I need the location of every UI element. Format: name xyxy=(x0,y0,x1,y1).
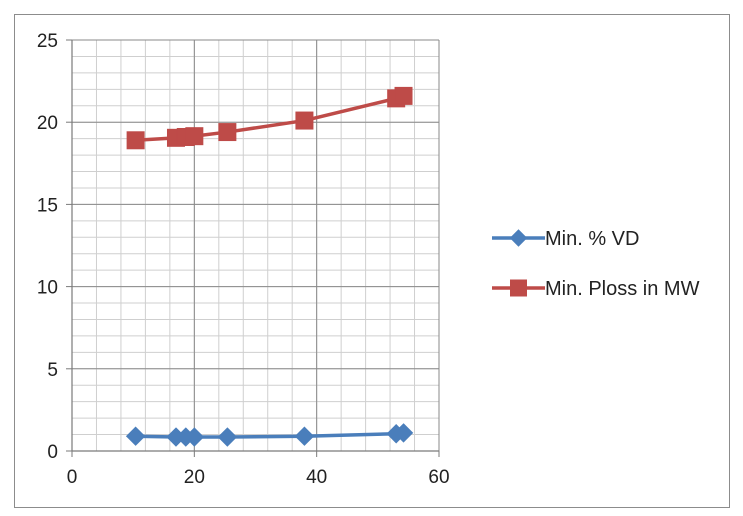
data-point-diamond xyxy=(184,427,205,447)
y-tick-label: 5 xyxy=(47,360,58,381)
chart-area: 0 5 10 15 20 25 0 20 40 60 Min. % VD Min. Ploss in… xyxy=(14,14,730,508)
series-min-ploss xyxy=(126,86,413,150)
legend-entry: Min. % VD xyxy=(492,228,639,250)
data-point-square xyxy=(126,131,145,150)
x-tick-label: 40 xyxy=(306,467,327,488)
legend-label: Min. % VD xyxy=(545,228,639,250)
data-point-square xyxy=(394,86,413,105)
data-point-square xyxy=(185,127,204,146)
x-tick-label: 60 xyxy=(428,467,449,488)
series-layer xyxy=(125,86,414,447)
y-tick-label: 25 xyxy=(37,31,58,52)
x-tick-label: 20 xyxy=(184,467,205,488)
data-point-diamond xyxy=(294,426,315,446)
data-point-diamond xyxy=(217,427,238,447)
data-point-square xyxy=(295,111,314,130)
legend-entry: Min. Ploss in MW xyxy=(492,278,700,300)
legend-label: Min. Ploss in MW xyxy=(545,278,700,300)
data-point-diamond xyxy=(393,423,414,443)
axes xyxy=(66,39,440,457)
series-min-vd xyxy=(125,423,414,447)
y-tick-label: 20 xyxy=(37,113,58,134)
y-tick-label: 15 xyxy=(37,195,58,216)
data-point-diamond xyxy=(509,229,528,247)
legend: Min. % VD Min. Ploss in MW xyxy=(492,228,700,300)
y-tick-label: 0 xyxy=(47,442,58,463)
data-point-square xyxy=(510,279,527,297)
chart-svg: 0 5 10 15 20 25 0 20 40 60 Min. % VD Min. Ploss in… xyxy=(37,31,700,488)
y-tick-label: 10 xyxy=(37,278,58,299)
x-tick-label: 0 xyxy=(67,467,78,488)
data-point-square xyxy=(218,123,237,142)
tick-labels: 0 5 10 15 20 25 0 20 40 60 xyxy=(37,31,450,488)
data-point-diamond xyxy=(125,426,146,446)
